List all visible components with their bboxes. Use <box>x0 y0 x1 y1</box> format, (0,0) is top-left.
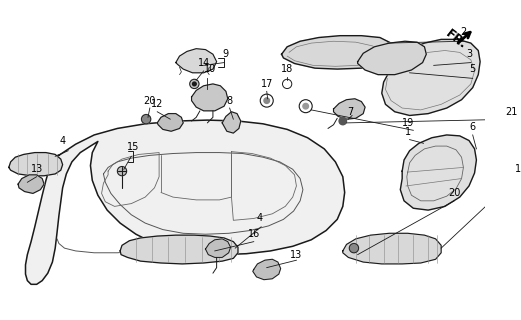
Text: 19: 19 <box>402 118 414 128</box>
Circle shape <box>142 115 151 124</box>
Text: 7: 7 <box>347 107 353 117</box>
Polygon shape <box>120 235 238 264</box>
Text: 13: 13 <box>290 250 303 260</box>
Polygon shape <box>400 135 476 210</box>
Polygon shape <box>18 175 44 193</box>
Circle shape <box>264 98 269 103</box>
Text: 10: 10 <box>204 64 216 74</box>
Polygon shape <box>205 239 231 257</box>
Circle shape <box>339 117 346 125</box>
Text: 12: 12 <box>151 99 164 109</box>
Text: 18: 18 <box>281 64 293 74</box>
Circle shape <box>260 94 273 107</box>
Text: 4: 4 <box>59 136 66 147</box>
Circle shape <box>190 79 199 89</box>
Circle shape <box>299 100 312 113</box>
Text: 9: 9 <box>223 49 229 59</box>
Polygon shape <box>382 39 480 116</box>
Text: 1: 1 <box>405 127 411 137</box>
Polygon shape <box>192 84 228 111</box>
Circle shape <box>282 79 292 89</box>
Circle shape <box>349 244 358 253</box>
Text: 3: 3 <box>466 49 472 59</box>
Polygon shape <box>253 259 281 280</box>
Text: 11: 11 <box>515 164 521 174</box>
Circle shape <box>193 82 196 86</box>
Text: 8: 8 <box>227 96 233 106</box>
Polygon shape <box>176 49 217 73</box>
Text: 4: 4 <box>256 213 263 223</box>
Text: FR.: FR. <box>443 27 469 52</box>
Polygon shape <box>333 99 365 119</box>
Circle shape <box>303 103 308 109</box>
Circle shape <box>117 166 127 176</box>
Polygon shape <box>357 41 426 75</box>
Polygon shape <box>26 120 345 284</box>
Text: 6: 6 <box>469 122 476 132</box>
Text: 13: 13 <box>31 164 43 174</box>
Text: 5: 5 <box>469 64 476 74</box>
Polygon shape <box>9 153 63 176</box>
Text: 21: 21 <box>505 107 518 117</box>
Polygon shape <box>281 36 395 69</box>
Text: 16: 16 <box>247 229 260 239</box>
Text: 2: 2 <box>460 27 466 37</box>
Polygon shape <box>222 112 241 133</box>
Polygon shape <box>343 233 441 264</box>
Text: 20: 20 <box>144 96 156 106</box>
Polygon shape <box>157 114 183 131</box>
Text: 15: 15 <box>127 142 139 152</box>
Text: 14: 14 <box>197 58 210 68</box>
Text: 20: 20 <box>448 188 461 198</box>
Text: 17: 17 <box>260 79 273 89</box>
